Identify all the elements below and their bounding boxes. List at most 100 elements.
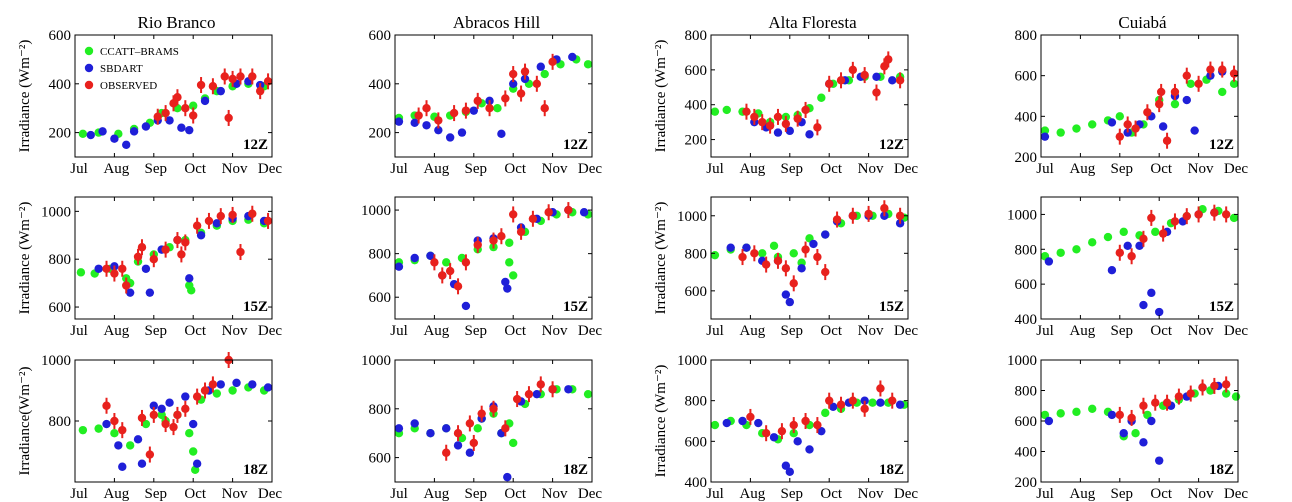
model-point xyxy=(212,389,222,398)
model-point xyxy=(710,420,720,430)
x-tick-label: Sep xyxy=(465,486,488,502)
observed-point xyxy=(173,235,182,245)
sbdart-point xyxy=(1040,132,1050,141)
sbdart-point xyxy=(532,389,542,399)
observed-point xyxy=(153,112,162,121)
observed-point xyxy=(813,420,822,430)
x-tick-label: Aug xyxy=(739,161,765,177)
sbdart-point xyxy=(888,76,897,85)
sbdart-point xyxy=(754,418,763,428)
panel-3-1: Jul Aug Sep Oct Nov Dec 400 600 800 1000 15Z xyxy=(1007,196,1248,339)
model-point xyxy=(1072,407,1081,417)
y-tick-label: 200 xyxy=(1015,150,1038,166)
observed-point xyxy=(864,209,873,219)
observed-point xyxy=(181,104,190,113)
model-point xyxy=(1040,410,1050,420)
legend-label: SBDART xyxy=(100,63,143,75)
observed-point xyxy=(438,271,447,280)
x-tick-label: Nov xyxy=(542,486,568,502)
x-tick-label: Nov xyxy=(222,323,248,339)
sbdart-point xyxy=(94,264,103,273)
observed-point xyxy=(169,422,178,432)
model-point xyxy=(1072,245,1081,254)
model-point xyxy=(1040,126,1050,135)
observed-point xyxy=(196,80,206,90)
hour-label: 18Z xyxy=(879,462,904,478)
y-tick-label: 1000 xyxy=(1007,207,1037,223)
sbdart-point xyxy=(509,79,518,89)
y-tick-label: 600 xyxy=(369,451,392,467)
x-tick-label: Nov xyxy=(858,161,884,177)
sbdart-point xyxy=(726,243,735,252)
observed-point xyxy=(777,426,787,436)
sbdart-point xyxy=(394,117,404,126)
observed-point xyxy=(1115,410,1125,420)
sbdart-point xyxy=(797,264,806,273)
model-point xyxy=(509,438,518,448)
model-point xyxy=(769,241,779,250)
y-tick-label: 800 xyxy=(1015,242,1038,258)
model-point xyxy=(817,93,826,102)
sbdart-point xyxy=(196,231,206,240)
x-tick-label: Nov xyxy=(1188,486,1214,502)
observed-point xyxy=(1221,210,1231,219)
observed-point xyxy=(248,209,257,218)
legend: CCATT–BRAMS SBDART OBSERVED xyxy=(84,46,179,92)
sbdart-point xyxy=(177,123,186,132)
observed-point xyxy=(789,420,798,430)
model-point xyxy=(1131,429,1140,438)
panel-2-1: Jul Aug Sep Oct Nov Dec 600 800 1000 15Z Irradianc… xyxy=(653,196,918,339)
observed-point xyxy=(161,419,170,429)
y-tick-label: 400 xyxy=(685,475,708,491)
observed-point xyxy=(497,232,506,241)
observed-point xyxy=(1127,413,1136,423)
sbdart-point xyxy=(781,461,791,470)
sbdart-point xyxy=(781,290,791,299)
sbdart-point xyxy=(722,418,731,428)
observed-point xyxy=(813,123,822,132)
observed-point xyxy=(1210,381,1219,391)
sbdart-point xyxy=(445,133,455,142)
observed-point xyxy=(224,113,233,123)
sbdart-point xyxy=(394,262,404,271)
x-tick-label: Sep xyxy=(145,323,168,339)
sbdart-point xyxy=(165,116,174,125)
y-tick-label: 400 xyxy=(685,98,708,114)
observed-point xyxy=(801,416,810,426)
observed-point xyxy=(1198,383,1207,392)
observed-point xyxy=(895,76,905,85)
x-tick-label: Nov xyxy=(222,161,248,177)
model-point xyxy=(758,249,767,258)
x-tick-label: Jul xyxy=(70,161,88,177)
sbdart-point xyxy=(141,122,151,131)
x-tick-label: Oct xyxy=(820,486,842,502)
model-point xyxy=(821,408,830,418)
observed-point xyxy=(149,254,158,264)
model-point xyxy=(505,258,514,267)
sbdart-point xyxy=(872,72,881,82)
sbdart-point xyxy=(426,251,435,261)
y-tick-label: 600 xyxy=(685,434,708,450)
x-tick-label: Nov xyxy=(542,161,568,177)
sbdart-point xyxy=(145,288,155,297)
observed-point xyxy=(789,279,798,288)
observed-point xyxy=(1162,398,1172,407)
sbdart-point xyxy=(805,130,814,139)
observed-point xyxy=(137,413,147,423)
observed-point xyxy=(461,106,471,115)
observed-point xyxy=(216,211,225,221)
axes-frame xyxy=(1040,34,1239,158)
y-tick-label: 800 xyxy=(685,28,708,44)
observed-point xyxy=(442,448,451,457)
axes-frame xyxy=(394,196,593,320)
x-tick-label: Dec xyxy=(1224,323,1248,339)
observed-point xyxy=(469,438,478,448)
model-point xyxy=(1143,410,1152,420)
legend-marker xyxy=(84,46,94,56)
sbdart-point xyxy=(785,126,794,136)
y-tick-label: 600 xyxy=(49,28,72,44)
y-tick-label: 600 xyxy=(49,300,72,316)
panel-title: Rio Branco xyxy=(138,13,216,32)
x-tick-label: Oct xyxy=(1150,486,1172,502)
sbdart-point xyxy=(410,118,419,128)
